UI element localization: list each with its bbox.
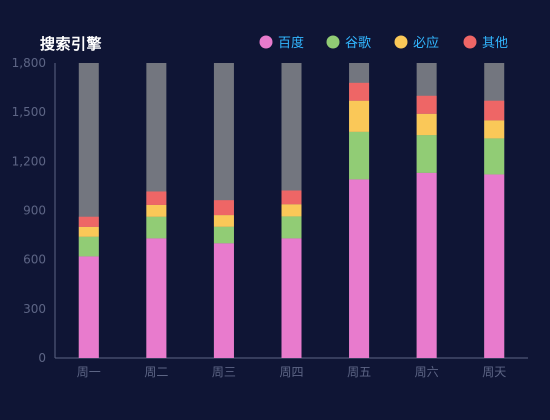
y-tick-label: 0	[38, 351, 46, 365]
legend-label[interactable]: 其他	[482, 36, 508, 51]
bar-segment[interactable]	[416, 135, 437, 173]
axes: 0 300 600 900 1,200 1,500 1,800 周一 周二 周三 周四 周五 周六 周天	[12, 56, 528, 379]
bar-segment[interactable]	[416, 95, 437, 114]
x-tick-label: 周六	[415, 365, 439, 379]
bar-segment[interactable]	[146, 216, 167, 239]
y-tick-label: 900	[23, 204, 46, 218]
bar-segment[interactable]	[213, 226, 234, 244]
bar-segment[interactable]	[146, 238, 167, 358]
bar-segment[interactable]	[78, 216, 99, 227]
y-tick-label: 1,800	[12, 56, 46, 70]
bar-segment[interactable]	[78, 226, 99, 237]
bar-segment[interactable]	[146, 204, 167, 217]
bar-segment[interactable]	[349, 131, 370, 180]
bar-segment[interactable]	[213, 215, 234, 227]
legend: 百度 谷歌 必应 其他	[259, 35, 508, 51]
bar-segment[interactable]	[416, 172, 437, 358]
bar-segment[interactable]	[484, 174, 505, 358]
legend-marker	[394, 35, 408, 49]
bar-segment[interactable]	[484, 138, 505, 175]
legend-marker	[463, 35, 477, 49]
bar-segment[interactable]	[281, 190, 302, 205]
bar-segment[interactable]	[281, 238, 302, 358]
bar-segment[interactable]	[349, 179, 370, 358]
x-tick-label: 周四	[279, 365, 303, 379]
bars	[78, 63, 505, 358]
x-tick-label: 周天	[482, 365, 506, 379]
legend-label[interactable]: 百度	[278, 35, 304, 51]
bar-segment[interactable]	[281, 204, 302, 217]
y-tick-label: 1,200	[12, 154, 46, 168]
bar-segment[interactable]	[416, 113, 437, 136]
chart-title: 搜索引擎	[40, 35, 103, 53]
x-tick-label: 周一	[77, 365, 101, 379]
legend-marker	[259, 35, 273, 49]
bar-segment[interactable]	[146, 191, 167, 205]
bar-segment[interactable]	[349, 82, 370, 101]
legend-label[interactable]: 必应	[413, 35, 439, 51]
bar-segment[interactable]	[213, 243, 234, 358]
bar-segment[interactable]	[78, 256, 99, 358]
legend-label[interactable]: 谷歌	[345, 36, 371, 51]
legend-marker	[326, 35, 340, 49]
x-tick-label: 周三	[212, 365, 236, 379]
y-tick-label: 1,500	[12, 105, 46, 119]
bar-segment[interactable]	[484, 100, 505, 121]
bar-segment[interactable]	[281, 216, 302, 239]
bar-segment[interactable]	[213, 200, 234, 216]
y-tick-label: 600	[23, 253, 46, 267]
bar-segment[interactable]	[349, 100, 370, 132]
bar-segment[interactable]	[484, 120, 505, 139]
bar-segment[interactable]	[78, 236, 99, 257]
x-tick-label: 周五	[347, 365, 371, 379]
x-tick-label: 周二	[144, 365, 168, 379]
y-tick-label: 300	[23, 302, 46, 316]
